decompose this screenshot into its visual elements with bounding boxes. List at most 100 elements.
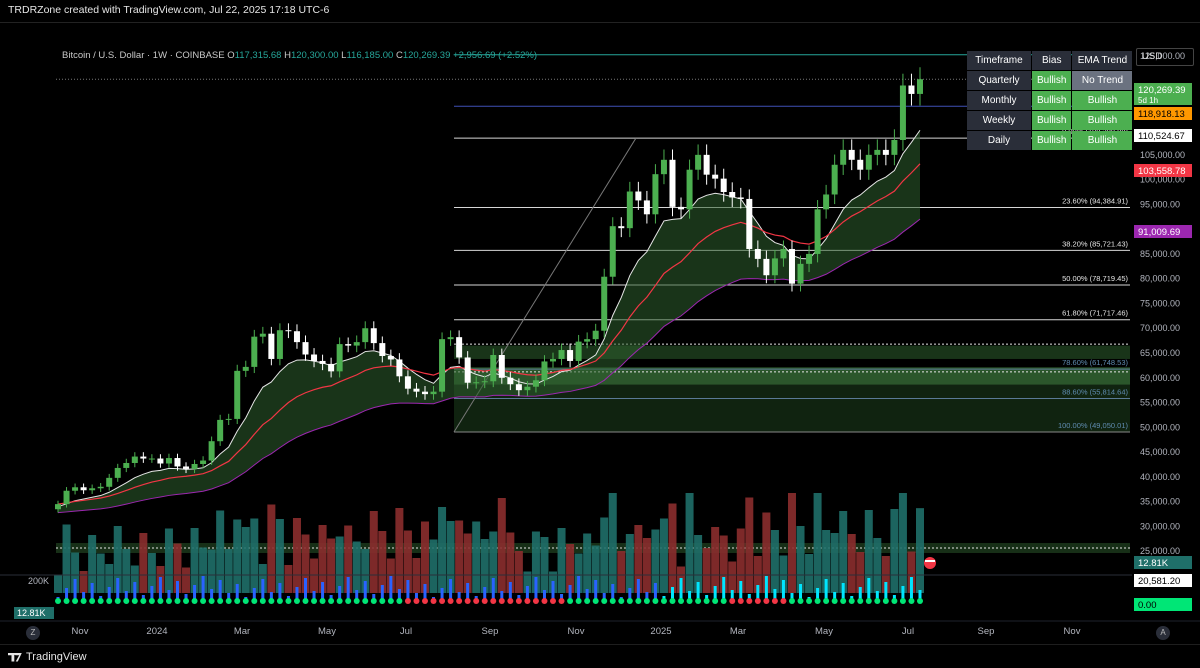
osc-dot [148,598,155,604]
osc-bar [790,593,794,601]
volume-bar [258,564,267,593]
candle-body [404,376,411,389]
candle [387,349,394,366]
osc-bar [534,577,538,601]
candle-body [558,350,565,359]
osc-dot [592,598,599,604]
volume-bar [139,533,148,593]
candle-body [217,419,224,442]
candle-body [140,456,147,459]
osc-dot [609,598,616,604]
osc-dot [840,598,847,604]
osc-bar [252,588,256,601]
candle-body [481,381,488,383]
osc-dot [276,598,283,604]
osc-bar [679,578,683,601]
price-tick-label: 35,000.00 [1140,497,1180,507]
osc-dot [157,598,164,604]
volume-bar [403,530,412,593]
candle [746,189,753,258]
osc-dot [532,598,539,604]
osc-dot [251,598,258,604]
row-bias: Bullish [1032,91,1072,110]
volume-bar [71,552,80,593]
candle-body [200,460,207,464]
chart-pane[interactable]: 0.00% (108,388.88)23.60% (94,384.91)38.2… [0,22,1200,645]
volume-bar [105,564,114,593]
candle [311,348,318,368]
bias-row-weekly: Weekly Bullish Bullish [967,111,1133,130]
candle [413,382,420,398]
osc-dot [780,598,787,604]
osc-bar [355,590,359,601]
candle [541,355,548,387]
price-badge: 103,558.78 [1138,166,1186,177]
volume-bar [625,534,634,593]
osc-bar [295,587,299,601]
candle-body [55,504,61,510]
row-ema: Bullish [1072,111,1133,130]
tradingview-logo[interactable]: TradingView [8,651,87,663]
volume-bar [634,525,643,593]
timezone-button[interactable]: Z [26,626,40,640]
bias-row-quarterly: Quarterly Bullish No Trend [967,71,1133,90]
price-tick-label: 80,000.00 [1140,274,1180,284]
osc-bar [466,583,470,601]
candle-body [498,355,505,378]
candle-body [208,441,215,461]
row-bias: Bullish [1032,71,1072,90]
osc-dot [746,598,753,604]
candle-body [584,339,591,342]
candle-body [763,258,770,276]
candle [831,154,838,205]
osc-dot [225,598,232,604]
candle-body [259,333,266,337]
candle-body [550,358,557,362]
auto-scale-button[interactable]: A [1156,626,1170,640]
candle [404,370,411,395]
candle [302,335,309,361]
volume-bar [250,518,259,593]
osc-dot [797,598,804,604]
osc-bar [739,581,743,601]
candle-body [328,363,335,372]
volume-bar [122,549,131,593]
currency-selector[interactable]: USD [1136,48,1194,66]
candle-body [840,149,847,165]
candle-body [490,355,497,382]
candle [447,330,454,346]
volume-bar [480,539,489,593]
osc-dot [387,598,394,604]
candle-body [114,467,121,478]
osc-dot [379,598,386,604]
us-flag-icon [924,557,936,569]
candle [635,181,642,210]
candle-body [609,226,616,277]
volume-bar [369,511,378,593]
volume-bar [694,535,703,593]
osc-dot [413,598,420,604]
price-tick-label: 105,000.00 [1140,150,1185,160]
volume-bar [762,512,771,593]
header-timeframe: Timeframe [967,51,1031,70]
volume-bar [147,553,156,593]
price-badge: 91,009.69 [1138,227,1180,238]
volume-bar [787,493,796,593]
row-bias: Bullish [1032,111,1072,130]
osc-dot [652,598,659,604]
osc-bar [901,586,905,601]
price-chart[interactable]: 0.00% (108,388.88)23.60% (94,384.91)38.2… [0,23,1200,645]
volume-bar [711,527,720,593]
candle-body [678,206,685,210]
candle-body [618,226,625,229]
osc-dot [558,598,565,604]
volume-bar [600,517,609,593]
volume-bar [420,521,429,593]
osc-dot [720,598,727,604]
volume-bar [847,534,856,593]
candle [712,164,719,189]
candle-body [430,391,437,395]
candle-body [285,330,292,332]
osc-bar [799,584,803,601]
candle [276,323,283,366]
